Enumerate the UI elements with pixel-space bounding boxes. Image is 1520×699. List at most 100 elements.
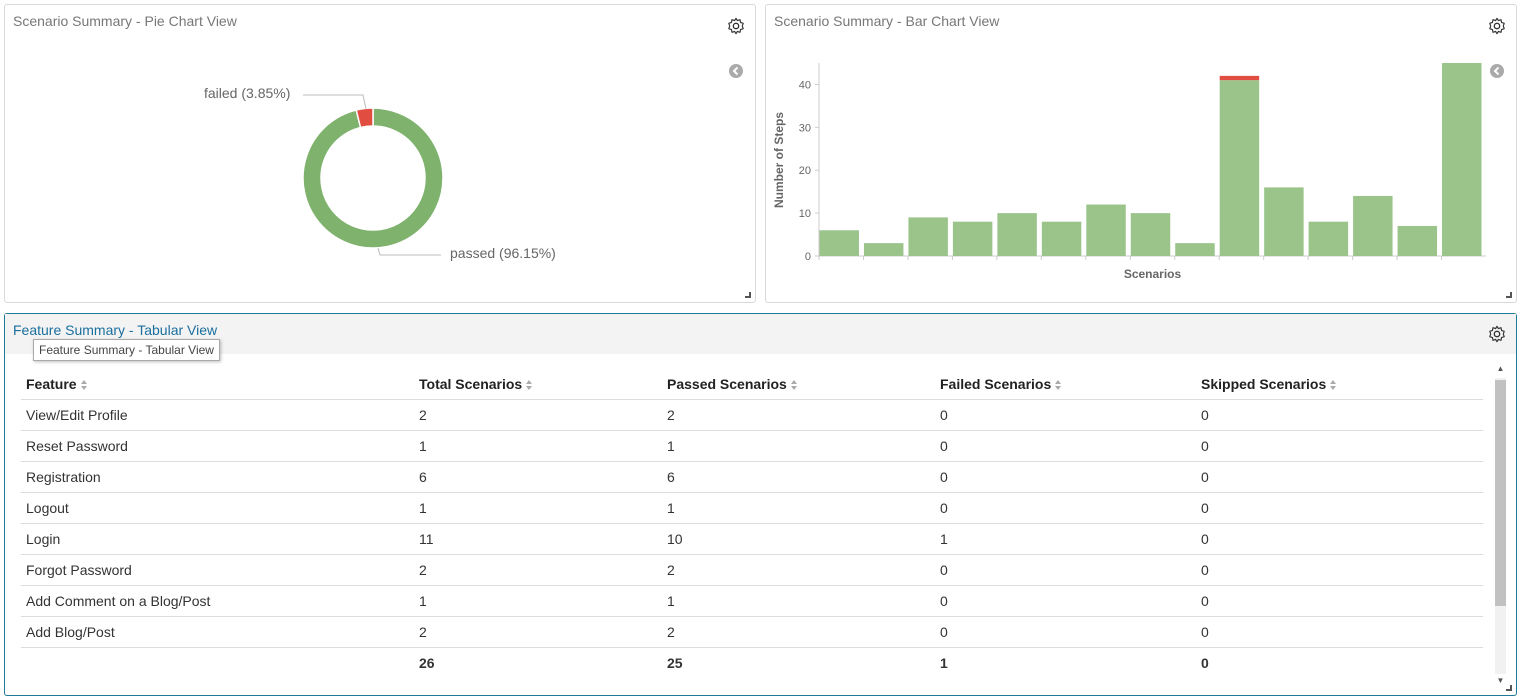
vertical-scrollbar[interactable]: ▲ ▼: [1492, 364, 1506, 688]
cell-failed: 0: [935, 430, 1196, 462]
table-row: Registration 6 6 0 0: [21, 461, 1483, 493]
cell-feature: View/Edit Profile: [21, 399, 414, 431]
bar-failed[interactable]: [1219, 75, 1260, 81]
pie-label-failed: failed (3.85%): [204, 85, 290, 101]
bar-passed[interactable]: [1130, 213, 1171, 256]
cell-total: 6: [414, 461, 662, 493]
panel-title-link[interactable]: Feature Summary - Tabular View: [13, 322, 218, 338]
scroll-thumb[interactable]: [1495, 380, 1506, 606]
resize-handle[interactable]: [745, 292, 751, 298]
cell-failed: 0: [935, 585, 1196, 617]
cell-skipped: 0: [1196, 523, 1483, 555]
table-row: Add Blog/Post 2 2 0 0: [21, 616, 1483, 648]
y-tick-label: 0: [805, 251, 811, 263]
table-row: Forgot Password 2 2 0 0: [21, 554, 1483, 586]
bar-chart: 0 10 20 30 40 Scenarios Number of Steps: [772, 63, 1486, 281]
sort-icon[interactable]: [525, 379, 533, 391]
y-tick-label: 40: [799, 79, 811, 91]
bar-passed[interactable]: [1175, 243, 1215, 256]
gear-icon[interactable]: [727, 17, 745, 35]
column-header-label: Feature: [26, 375, 77, 392]
x-axis-label: Scenarios: [1124, 267, 1182, 281]
bar-passed[interactable]: [1308, 221, 1349, 256]
cell-skipped: 0: [1196, 399, 1483, 431]
column-header-passed[interactable]: Passed Scenarios: [662, 369, 935, 400]
cell-passed: 2: [662, 616, 935, 648]
gear-icon[interactable]: [1488, 17, 1506, 35]
sort-icon[interactable]: [1054, 379, 1062, 391]
column-header-label: Passed Scenarios: [667, 375, 787, 392]
pie-slice-failed[interactable]: [355, 107, 374, 129]
pie-chart-panel: Scenario Summary - Pie Chart View failed…: [4, 4, 756, 303]
cell-failed: 1: [940, 654, 948, 671]
y-tick-label: 20: [799, 165, 811, 177]
cell-feature: Logout: [21, 492, 414, 524]
bar-passed[interactable]: [1041, 221, 1082, 256]
bar-passed[interactable]: [1086, 204, 1126, 256]
scroll-up-arrow[interactable]: ▲: [1496, 364, 1505, 373]
cell-skipped: 0: [1201, 654, 1209, 671]
table-row: Login 11 10 1 0: [21, 523, 1483, 555]
cell-feature: Registration: [21, 461, 414, 493]
totals-row: 26 25 1 0: [21, 647, 1483, 678]
table-row: View/Edit Profile 2 2 0 0: [21, 399, 1483, 431]
pie-slice-passed[interactable]: [302, 107, 444, 249]
table-row: Add Comment on a Blog/Post 1 1 0 0: [21, 585, 1483, 617]
chevron-left-circle-icon[interactable]: [729, 64, 743, 78]
column-header-feature[interactable]: Feature: [21, 369, 414, 400]
cell-skipped: 0: [1196, 616, 1483, 648]
bar-chart-panel: Scenario Summary - Bar Chart View 0 10 20 3…: [765, 4, 1517, 303]
column-header-skipped[interactable]: Skipped Scenarios: [1196, 369, 1483, 400]
bar-passed[interactable]: [1219, 80, 1260, 257]
resize-handle[interactable]: [1506, 685, 1512, 691]
sort-icon[interactable]: [80, 379, 88, 391]
cell-passed: 10: [662, 523, 935, 555]
column-header-total[interactable]: Total Scenarios: [414, 369, 662, 400]
cell-passed: 25: [667, 654, 683, 671]
cell-feature: Login: [21, 523, 414, 555]
bar-passed[interactable]: [819, 230, 859, 256]
bar-passed[interactable]: [952, 221, 993, 256]
table-header-row: Feature Total Scenarios Passed Scenarios…: [21, 369, 1483, 400]
sort-icon[interactable]: [790, 379, 798, 391]
table-row: Logout 1 1 0 0: [21, 492, 1483, 524]
feature-table: Feature Total Scenarios Passed Scenarios…: [21, 369, 1483, 678]
y-tick-label: 30: [799, 122, 811, 134]
cell-total: 26: [419, 654, 435, 671]
scroll-down-arrow[interactable]: ▼: [1496, 676, 1505, 685]
bar-passed[interactable]: [1264, 187, 1304, 256]
bar-passed[interactable]: [1397, 225, 1438, 256]
bar-passed[interactable]: [908, 217, 948, 256]
bar-passed[interactable]: [863, 243, 904, 256]
cell-skipped: 0: [1196, 554, 1483, 586]
cell-failed: 0: [935, 461, 1196, 493]
cell-passed: 2: [662, 554, 935, 586]
cell-passed: 1: [662, 492, 935, 524]
panel-title: Scenario Summary - Pie Chart View: [13, 13, 237, 29]
column-header-failed[interactable]: Failed Scenarios: [935, 369, 1196, 400]
cell-total: 2: [414, 616, 662, 648]
cell-passed: 6: [662, 461, 935, 493]
cell-feature: Add Blog/Post: [21, 616, 414, 648]
y-axis-label: Number of Steps: [772, 112, 786, 208]
sort-icon[interactable]: [1329, 379, 1337, 391]
cell-total: 11: [414, 523, 662, 555]
gear-icon[interactable]: [1488, 325, 1506, 343]
cell-failed: 0: [935, 399, 1196, 431]
cell-failed: 0: [935, 554, 1196, 586]
chevron-left-circle-icon[interactable]: [1490, 64, 1504, 78]
cell-feature: Reset Password: [21, 430, 414, 462]
panel-header: [5, 314, 1516, 354]
resize-handle[interactable]: [1506, 292, 1512, 298]
bar-passed[interactable]: [1442, 63, 1482, 256]
column-header-label: Total Scenarios: [419, 375, 523, 392]
cell-feature: Forgot Password: [21, 554, 414, 586]
bar-passed[interactable]: [997, 213, 1037, 256]
cell-passed: 1: [662, 430, 935, 462]
panel-title: Scenario Summary - Bar Chart View: [774, 13, 1000, 29]
y-tick-label: 10: [799, 208, 811, 220]
bar-passed[interactable]: [1353, 195, 1393, 256]
leader-line: [377, 247, 441, 256]
pie-label-passed: passed (96.15%): [450, 245, 556, 261]
cell-total: 1: [414, 430, 662, 462]
